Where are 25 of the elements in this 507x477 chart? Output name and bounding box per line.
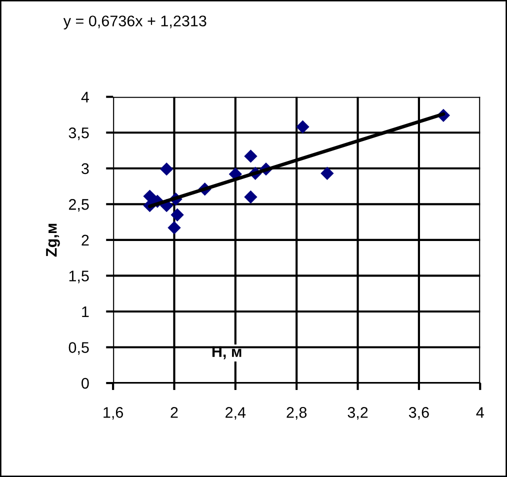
y-tick-label: 0 — [82, 378, 89, 389]
point — [170, 208, 184, 222]
x-tick-label: 2,4 — [226, 407, 246, 420]
x-tick-label: 3,2 — [348, 407, 368, 420]
x-tick-label: 2 — [170, 407, 178, 418]
point — [160, 162, 174, 176]
y-tick-label: 3,5 — [68, 127, 89, 140]
x-tick-label: 3,6 — [408, 407, 429, 420]
point — [244, 150, 258, 163]
x-tick-label: 4 — [476, 407, 484, 418]
y-tick-label: 4 — [81, 92, 90, 102]
y-tick-label: 1 — [82, 306, 89, 318]
y-tick-label: 2,5 — [68, 199, 89, 212]
y-tick-label: 3 — [82, 163, 89, 174]
x-tick-label: 2,8 — [286, 407, 307, 420]
point — [320, 166, 334, 180]
point — [168, 221, 181, 234]
y-tick-label: 1,5 — [69, 270, 89, 284]
y-tick-label: 2 — [82, 234, 89, 246]
point — [296, 120, 310, 134]
y-tick-label: 0,5 — [68, 342, 89, 355]
text: y = 0,6736x + 1,2313 — [63, 16, 206, 30]
y-axis-title: Zg,м — [46, 224, 60, 257]
point — [244, 190, 258, 204]
x-tick-label: 1,6 — [104, 407, 124, 420]
